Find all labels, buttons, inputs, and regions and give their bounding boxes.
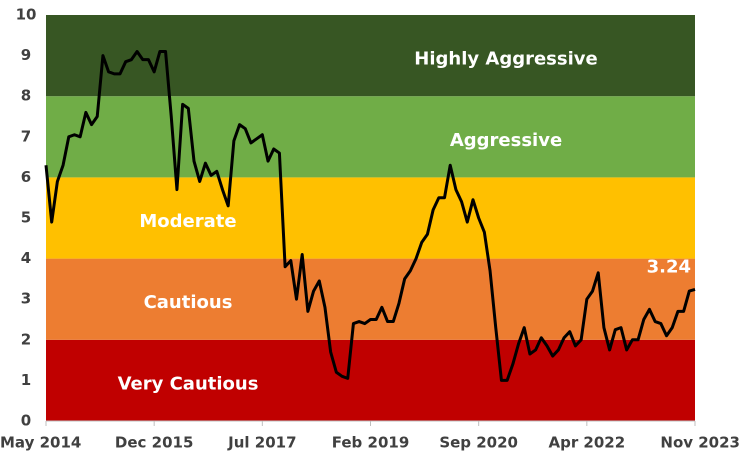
y-tick-label: 5 [21,209,31,227]
x-tick-label: May 2014 [0,434,81,452]
band-label: Highly Aggressive [414,49,597,70]
band-label: Aggressive [450,130,562,151]
y-tick-label: 1 [21,371,31,389]
x-tick-label: Feb 2019 [332,434,410,452]
band [46,339,695,421]
line [44,50,696,382]
x-tick-label: Apr 2022 [548,434,625,452]
band [46,96,695,178]
y-tick-label: 3 [21,290,31,308]
band-label: Very Cautious [118,373,259,394]
x-tick-label: Nov 2023 [660,434,740,452]
x-tick-label: Dec 2015 [115,434,194,452]
y-tick-label: 7 [21,127,31,145]
y-tick-label: 0 [21,412,31,430]
band-label: Moderate [139,211,236,232]
y-tick-label: 10 [16,6,37,24]
y-tick-label: 4 [21,249,31,267]
y-tick-label: 2 [21,330,31,348]
y-tick-label: 6 [21,168,31,186]
band [46,177,695,259]
y-tick-label: 9 [21,46,31,64]
band-label: Cautious [144,292,233,313]
x-tick-label: Sep 2020 [439,434,518,452]
x-tick-label: Jul 2017 [227,434,296,452]
value-label: 3.24 [647,256,691,277]
y-tick-label: 8 [21,87,31,105]
band [46,15,695,97]
